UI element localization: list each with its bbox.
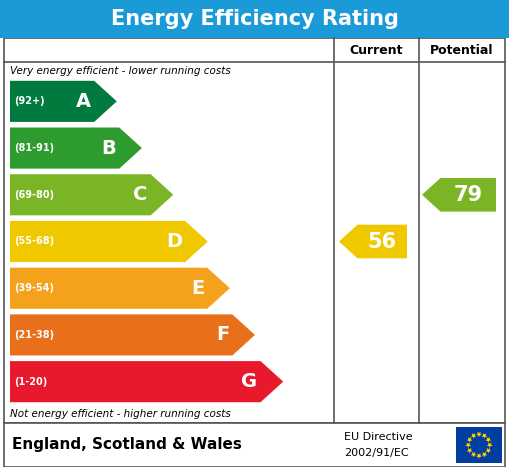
- Polygon shape: [476, 453, 482, 459]
- Text: G: G: [241, 372, 258, 391]
- Bar: [456, 427, 502, 463]
- Text: (55-68): (55-68): [14, 236, 54, 247]
- Polygon shape: [339, 225, 407, 258]
- Polygon shape: [482, 452, 487, 457]
- Polygon shape: [486, 448, 491, 453]
- Polygon shape: [422, 178, 496, 212]
- Text: 79: 79: [454, 185, 483, 205]
- Polygon shape: [476, 432, 482, 437]
- Polygon shape: [10, 361, 283, 402]
- Text: Energy Efficiency Rating: Energy Efficiency Rating: [110, 9, 399, 29]
- Text: 2002/91/EC: 2002/91/EC: [344, 448, 409, 458]
- Polygon shape: [487, 443, 493, 448]
- Text: D: D: [166, 232, 182, 251]
- Text: (81-91): (81-91): [14, 143, 54, 153]
- Bar: [0, 0, 509, 38]
- Polygon shape: [486, 437, 491, 443]
- Text: E: E: [191, 279, 204, 298]
- Polygon shape: [471, 452, 476, 457]
- Polygon shape: [10, 314, 255, 355]
- Text: (92+): (92+): [14, 96, 45, 106]
- Text: (69-80): (69-80): [14, 190, 54, 200]
- Text: 56: 56: [367, 232, 397, 252]
- Polygon shape: [10, 268, 230, 309]
- Polygon shape: [10, 127, 142, 169]
- Polygon shape: [10, 81, 117, 122]
- Polygon shape: [471, 433, 476, 439]
- Text: (1-20): (1-20): [14, 377, 47, 387]
- Text: (39-54): (39-54): [14, 283, 54, 293]
- Text: C: C: [133, 185, 148, 204]
- Text: Current: Current: [350, 43, 403, 57]
- Polygon shape: [10, 221, 208, 262]
- Text: England, Scotland & Wales: England, Scotland & Wales: [12, 438, 242, 453]
- Text: F: F: [216, 325, 230, 345]
- Polygon shape: [465, 443, 471, 448]
- Text: Potential: Potential: [430, 43, 494, 57]
- Text: Very energy efficient - lower running costs: Very energy efficient - lower running co…: [10, 66, 231, 76]
- Text: B: B: [101, 139, 116, 157]
- Text: EU Directive: EU Directive: [344, 432, 413, 442]
- Bar: [4, 423, 505, 467]
- Polygon shape: [467, 448, 472, 453]
- Text: (21-38): (21-38): [14, 330, 54, 340]
- Polygon shape: [482, 433, 487, 439]
- Polygon shape: [10, 174, 173, 215]
- Bar: [4, 38, 505, 423]
- Text: A: A: [76, 92, 91, 111]
- Polygon shape: [467, 437, 472, 443]
- Text: Not energy efficient - higher running costs: Not energy efficient - higher running co…: [10, 409, 231, 419]
